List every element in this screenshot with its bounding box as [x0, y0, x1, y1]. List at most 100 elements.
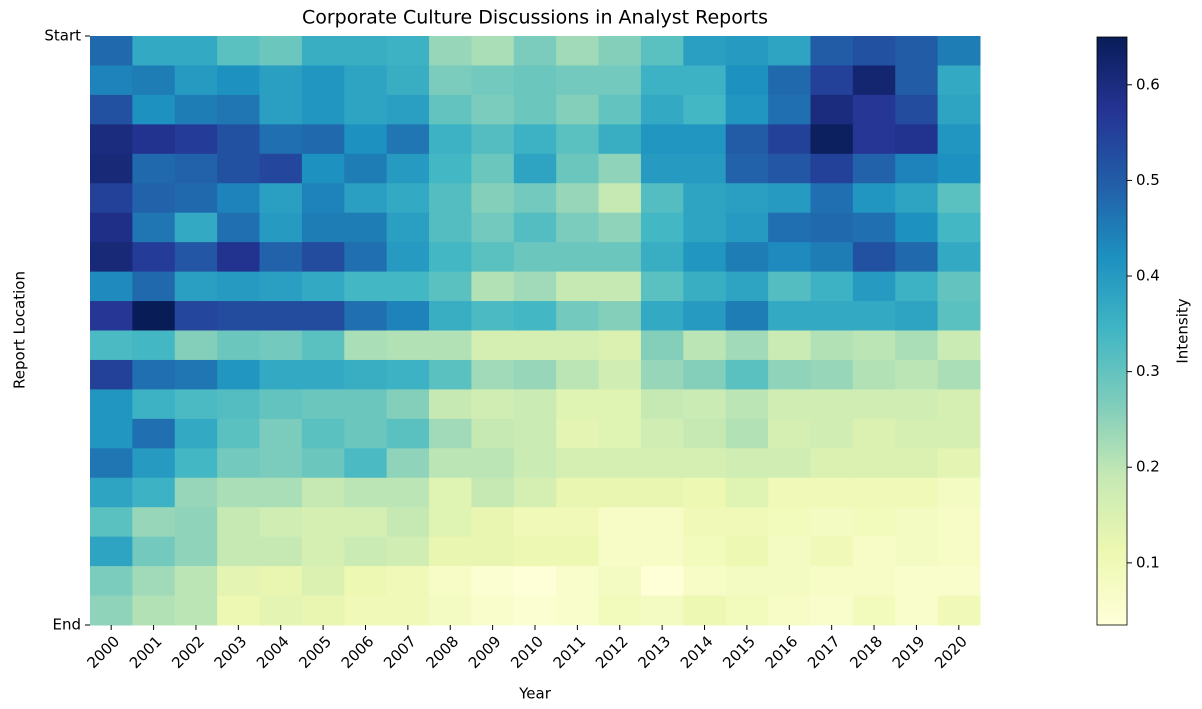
heatmap-cell	[344, 124, 388, 155]
heatmap-cell	[895, 212, 939, 243]
heatmap-cell	[429, 183, 472, 214]
heatmap-cell	[895, 183, 939, 214]
heatmap-cell	[429, 389, 472, 420]
heatmap-cell	[132, 271, 176, 302]
heatmap-cell	[259, 271, 303, 302]
heatmap-cell	[852, 153, 896, 184]
heatmap-cell	[725, 477, 769, 508]
heatmap-cell	[217, 36, 261, 66]
heatmap-cell	[598, 566, 642, 597]
heatmap-cell	[386, 418, 430, 449]
heatmap-cell	[598, 330, 642, 361]
heatmap-cell	[810, 212, 854, 243]
heatmap-cell	[174, 477, 218, 508]
heatmap-cell	[895, 153, 939, 184]
heatmap-cell	[344, 389, 388, 420]
heatmap-cell	[259, 65, 303, 96]
heatmap-cell	[768, 301, 811, 331]
heatmap-cell	[556, 477, 600, 508]
heatmap-cell	[471, 65, 515, 96]
heatmap-cell	[513, 271, 557, 302]
heatmap-cell	[90, 212, 133, 243]
heatmap-cell	[683, 477, 727, 508]
heatmap-cell	[513, 183, 557, 214]
heatmap-cell	[301, 153, 345, 184]
heatmap-cell	[768, 389, 811, 420]
heatmap-cell	[640, 595, 684, 626]
heatmap-cell	[810, 153, 854, 184]
heatmap-cell	[429, 448, 472, 479]
heatmap-cell	[90, 153, 133, 184]
heatmap-cell	[259, 36, 303, 66]
heatmap-cell	[386, 65, 430, 96]
heatmap-cell	[344, 65, 388, 96]
heatmap-cell	[768, 448, 811, 479]
heatmap-cell	[471, 595, 515, 626]
colorbar-tick-label: 0.2	[1136, 458, 1160, 476]
heatmap-cell	[683, 271, 727, 302]
heatmap-cell	[725, 448, 769, 479]
heatmap-cell	[344, 595, 388, 626]
heatmap-cell	[344, 566, 388, 597]
heatmap-cell	[725, 418, 769, 449]
heatmap-cell	[344, 242, 388, 273]
heatmap-cell	[895, 507, 939, 538]
heatmap-cell	[768, 477, 811, 508]
heatmap-cell	[174, 566, 218, 597]
heatmap-cell	[810, 183, 854, 214]
heatmap-cell	[598, 242, 642, 273]
heatmap-cell	[217, 242, 261, 273]
x-tick-label: 2016	[762, 632, 802, 672]
heatmap-cell	[217, 301, 261, 331]
heatmap-cell	[683, 212, 727, 243]
heatmap-cell	[471, 301, 515, 331]
heatmap-cell	[810, 94, 854, 125]
heatmap-cell	[217, 389, 261, 420]
heatmap-cell	[301, 124, 345, 155]
heatmap-cell	[598, 301, 642, 331]
heatmap-cell	[386, 595, 430, 626]
heatmap-cell	[725, 183, 769, 214]
y-axis-label: Report Location	[11, 271, 29, 389]
heatmap-cell	[937, 595, 981, 626]
heatmap-cell	[471, 271, 515, 302]
heatmap-cell	[386, 153, 430, 184]
x-tick-label: 2007	[380, 632, 420, 672]
heatmap-cell	[768, 36, 811, 66]
heatmap-cell	[937, 389, 981, 420]
heatmap-cell	[174, 124, 218, 155]
heatmap-cell	[895, 124, 939, 155]
heatmap-cell	[768, 536, 811, 567]
heatmap-cell	[217, 65, 261, 96]
heatmap-cell	[810, 566, 854, 597]
heatmap-cell	[301, 359, 345, 390]
heatmap-cell	[810, 477, 854, 508]
heatmap-cell	[386, 36, 430, 66]
y-tick-label: Start	[44, 27, 81, 45]
heatmap-cell	[90, 124, 133, 155]
heatmap-cell	[344, 301, 388, 331]
heatmap-cell	[852, 124, 896, 155]
heatmap-cell	[895, 389, 939, 420]
x-tick-label: 2001	[126, 632, 166, 672]
heatmap-cell	[259, 418, 303, 449]
heatmap-cell	[640, 330, 684, 361]
heatmap-cell	[640, 153, 684, 184]
heatmap-cell	[217, 418, 261, 449]
heatmap-cell	[725, 359, 769, 390]
heatmap-cell	[725, 271, 769, 302]
heatmap-cell	[895, 359, 939, 390]
heatmap-cell	[937, 536, 981, 567]
heatmap-cell	[513, 94, 557, 125]
heatmap-cell	[640, 389, 684, 420]
heatmap-cell	[301, 418, 345, 449]
heatmap-cell	[937, 124, 981, 155]
heatmap-cell	[640, 301, 684, 331]
heatmap-cell	[937, 94, 981, 125]
heatmap-cell	[386, 389, 430, 420]
heatmap-cell	[132, 301, 176, 331]
heatmap-cell	[556, 212, 600, 243]
heatmap-cell	[429, 330, 472, 361]
heatmap-cell	[895, 65, 939, 96]
heatmap-cell	[132, 448, 176, 479]
